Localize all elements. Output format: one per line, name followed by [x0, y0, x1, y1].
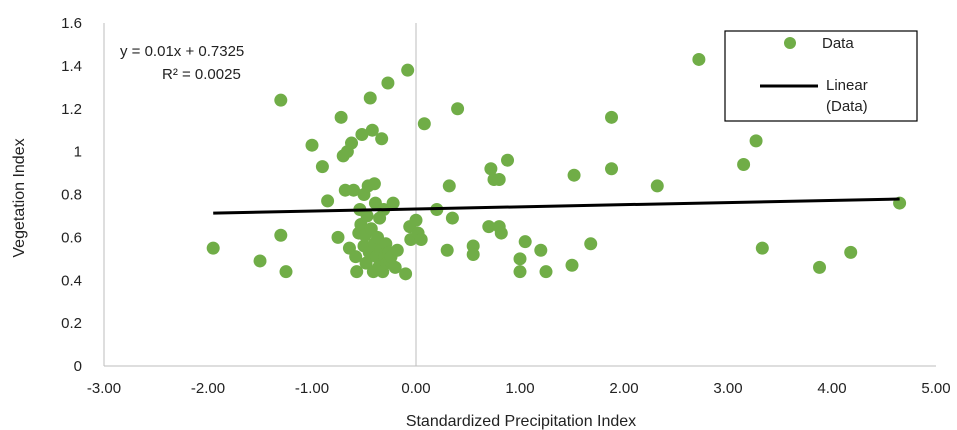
- data-point: [381, 76, 395, 90]
- data-point: [501, 153, 515, 167]
- data-point: [844, 245, 858, 259]
- data-point: [363, 91, 377, 105]
- data-point: [401, 63, 415, 77]
- data-point: [409, 213, 423, 227]
- data-point: [386, 196, 400, 210]
- y-tick-label: 1.2: [61, 101, 82, 118]
- y-tick-label: 0.4: [61, 272, 82, 289]
- x-tick-label: 4.00: [817, 380, 846, 397]
- data-point: [315, 160, 329, 174]
- x-tick-label: -3.00: [87, 380, 121, 397]
- legend: Data Linear (Data): [724, 30, 918, 122]
- legend-linear-label-2: (Data): [826, 98, 868, 115]
- y-tick-label: 0: [74, 358, 82, 375]
- data-point: [334, 110, 348, 124]
- data-point: [466, 248, 480, 262]
- data-point: [605, 162, 619, 176]
- legend-data-marker: [784, 37, 796, 49]
- data-point: [584, 237, 598, 251]
- data-point: [321, 194, 335, 208]
- data-point: [206, 241, 220, 255]
- x-tick-label: 3.00: [713, 380, 742, 397]
- data-point: [414, 233, 428, 247]
- data-point: [813, 260, 827, 274]
- x-tick-label: -1.00: [295, 380, 329, 397]
- data-point: [451, 102, 465, 116]
- data-point: [350, 265, 364, 279]
- data-point: [375, 132, 389, 146]
- data-point: [565, 258, 579, 272]
- data-point: [518, 235, 532, 249]
- data-point: [253, 254, 267, 268]
- y-tick-label: 1.4: [61, 58, 82, 75]
- data-point: [440, 243, 454, 257]
- data-point: [274, 93, 288, 107]
- data-point: [442, 179, 456, 193]
- data-point: [650, 179, 664, 193]
- y-tick-label: 0.8: [61, 187, 82, 204]
- x-tick-label: 0.00: [401, 380, 430, 397]
- data-point: [365, 123, 379, 137]
- x-tick-label: 5.00: [921, 380, 950, 397]
- data-point: [737, 157, 751, 171]
- data-point: [274, 228, 288, 242]
- r-squared-label: R² = 0.0025: [162, 66, 241, 83]
- data-point: [513, 265, 527, 279]
- data-point: [359, 256, 373, 270]
- y-tick-label: 0.2: [61, 315, 82, 332]
- legend-linear-label: Linear: [826, 77, 868, 94]
- x-axis: -3.00 -2.00 -1.00 0.00 1.00 2.00 3.00 4.00 5.00: [87, 380, 951, 397]
- x-tick-label: 2.00: [609, 380, 638, 397]
- data-point: [494, 226, 508, 240]
- data-point: [484, 162, 498, 176]
- data-point: [605, 110, 619, 124]
- data-point: [482, 220, 496, 234]
- data-point: [445, 211, 459, 225]
- data-point: [331, 230, 345, 244]
- data-point: [755, 241, 769, 255]
- data-point: [360, 209, 374, 223]
- data-point: [347, 183, 361, 197]
- data-point: [279, 265, 293, 279]
- y-tick-label: 1.6: [61, 15, 82, 32]
- data-point: [345, 136, 359, 150]
- trendline: [213, 197, 900, 215]
- data-point: [692, 52, 706, 66]
- plot-area: [103, 23, 936, 367]
- trendline-path: [213, 197, 900, 215]
- x-tick-label: -2.00: [191, 380, 225, 397]
- data-point: [349, 250, 363, 264]
- data-point: [388, 260, 402, 274]
- y-axis: 0 0.2 0.4 0.6 0.8 1 1.2 1.4 1.6: [61, 15, 82, 375]
- x-tick-label: 1.00: [505, 380, 534, 397]
- data-point: [539, 265, 553, 279]
- data-point: [399, 267, 413, 281]
- data-point: [749, 134, 763, 148]
- data-point: [390, 243, 404, 257]
- y-tick-label: 0.6: [61, 229, 82, 246]
- data-point: [567, 168, 581, 182]
- legend-data-label: Data: [822, 35, 854, 52]
- data-point: [417, 117, 431, 131]
- y-axis-title: Vegetation Index: [11, 138, 28, 257]
- data-points: [206, 52, 907, 281]
- legend-box: [724, 30, 918, 122]
- data-point: [513, 252, 527, 266]
- data-point: [367, 177, 381, 191]
- data-point: [305, 138, 319, 152]
- x-axis-title: Standardized Precipitation Index: [406, 413, 636, 430]
- trendline-equation: y = 0.01x + 0.7325: [120, 43, 244, 60]
- data-point: [534, 243, 548, 257]
- y-tick-label: 1: [74, 144, 82, 161]
- data-point: [355, 127, 369, 141]
- data-point: [492, 172, 506, 186]
